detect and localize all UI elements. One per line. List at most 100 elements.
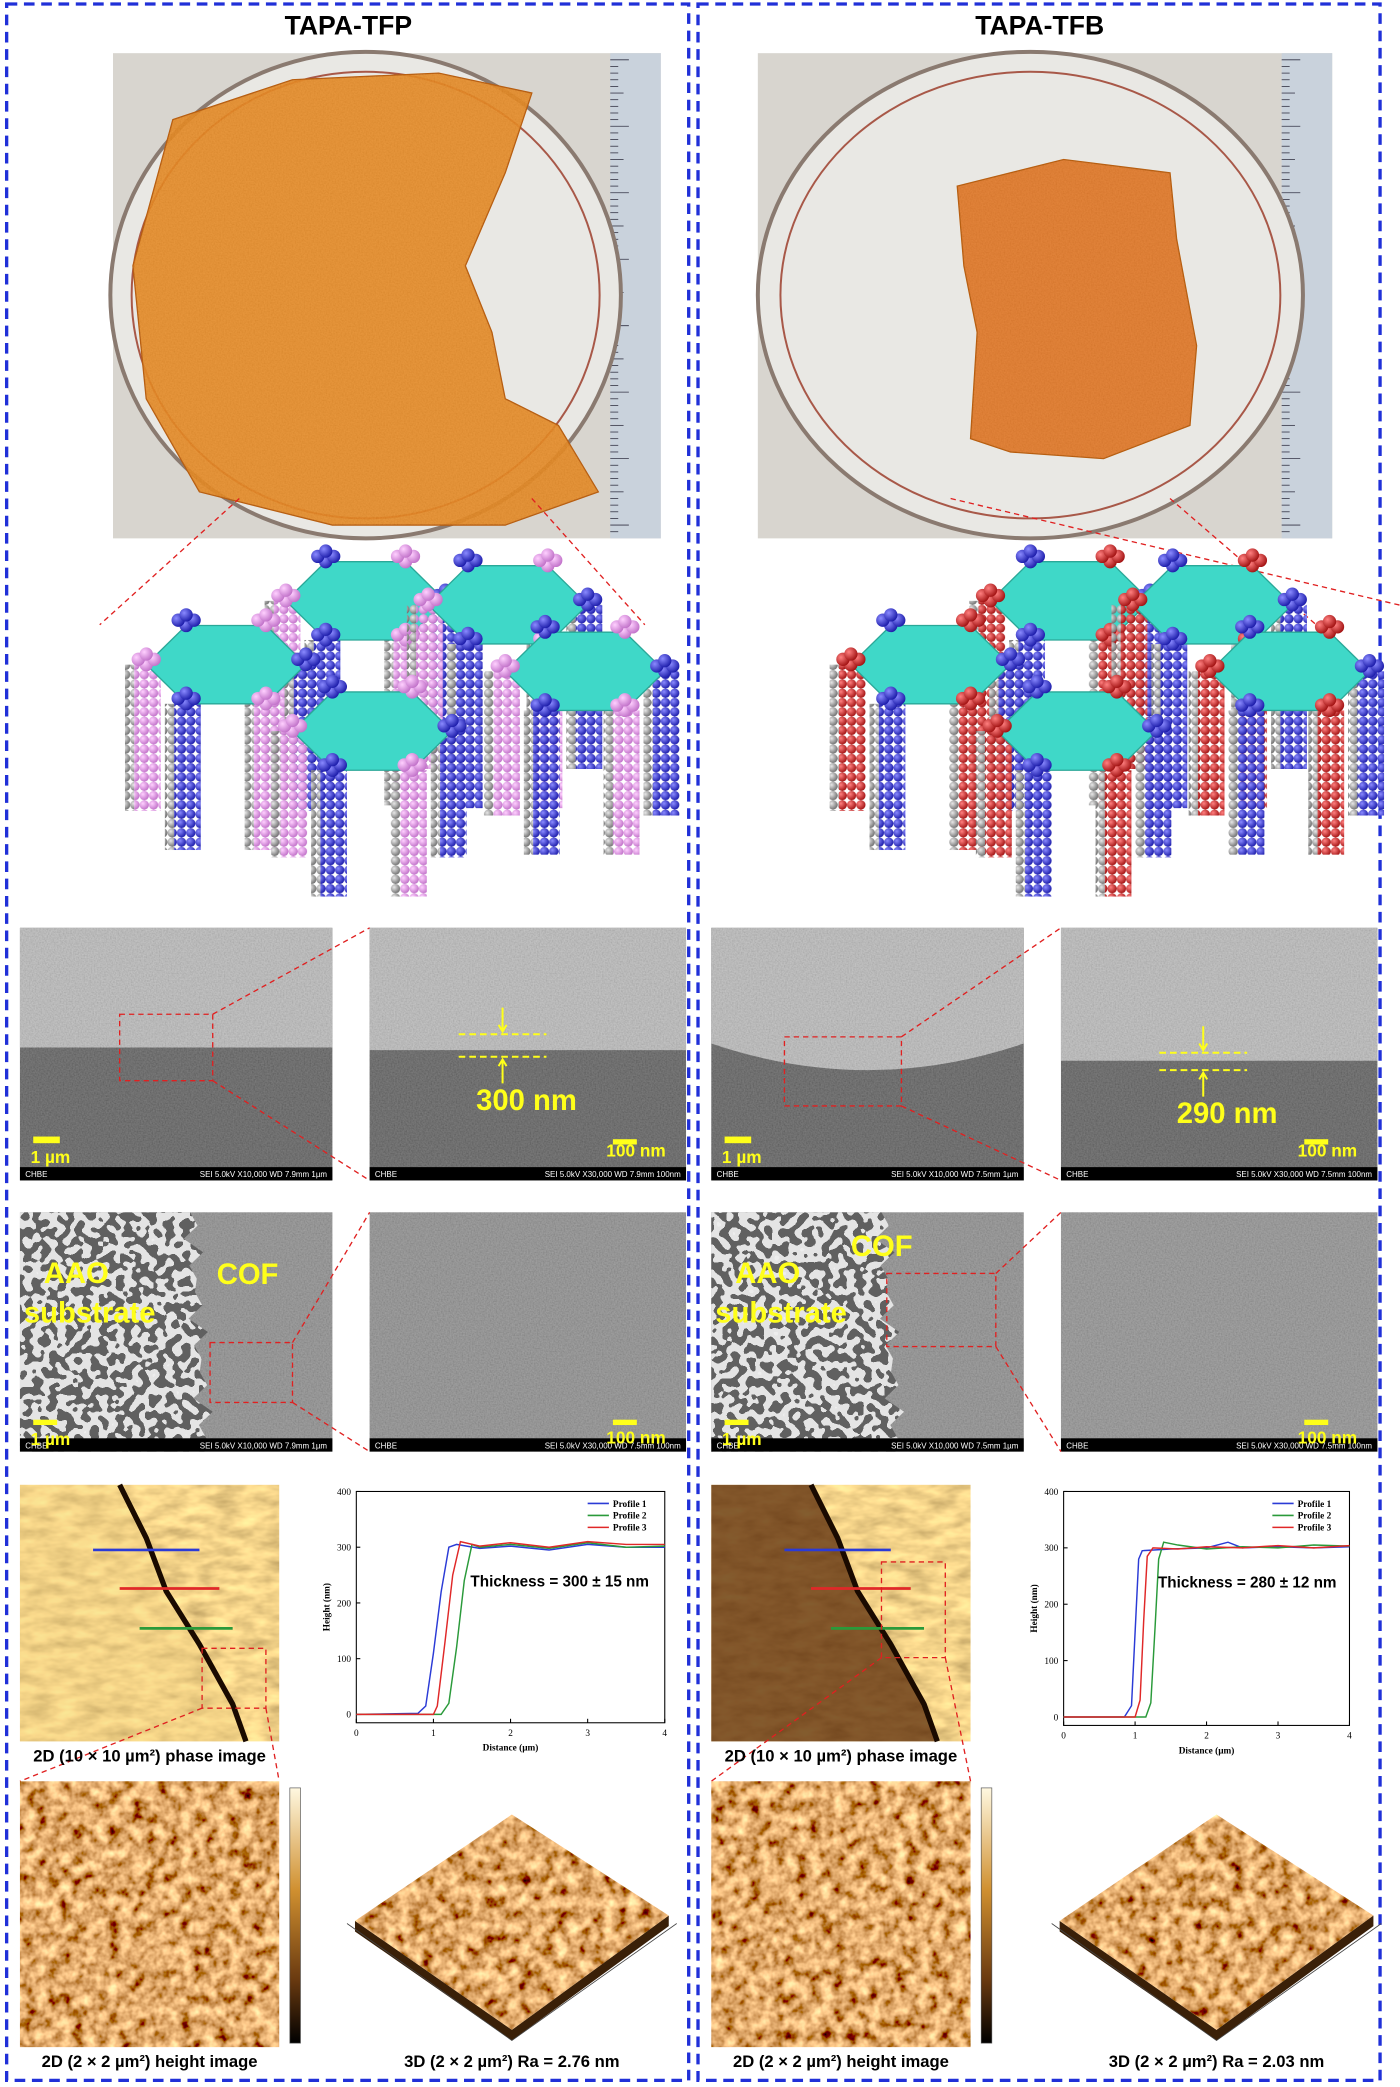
zoom-line [265,1708,280,1782]
scale-bar [33,1419,58,1426]
zoom-line [212,927,370,1015]
sem-info-bar [369,1167,687,1181]
caption: 2D (2 × 2 µm²) height image [733,2052,949,2071]
y-tick-label: 200 [1044,1601,1058,1611]
node-atom [139,647,153,661]
sem-grain [1060,1212,1378,1452]
pore-wall-gray [829,664,839,811]
pore-wall [652,671,680,816]
y-tick-label: 100 [1044,1657,1058,1667]
pore-wall-gray [1135,731,1145,858]
scale-bar [612,1139,637,1145]
node-atom [1103,544,1117,558]
node-atom [179,608,193,622]
node-atom [1030,752,1044,767]
pore-wall-gray [1015,770,1026,897]
thickness-arrow [497,1007,508,1084]
afm-height [19,1781,280,2048]
sem-info: CHBE [375,1170,397,1179]
node-atom [538,693,552,707]
node-atom [618,693,632,707]
afm-edge [808,1483,940,1743]
node-atom [259,608,273,622]
pore-wall-gray [271,731,281,858]
sem-grain [369,927,687,1181]
sem-info: SEI 5.0kV X10,000 WD 7.5mm 1µm [891,1441,1019,1450]
substrate-label: AAO [44,1258,109,1290]
node-atom [1243,693,1257,707]
node-atom [990,713,1004,728]
zoom-box [209,1341,294,1404]
scale-label: 1 µm [722,1147,762,1167]
zoom-line [710,1657,882,1782]
x-tick-label: 1 [431,1729,436,1739]
pore-wall [1317,710,1345,855]
profile-curve [1063,1544,1350,1718]
afm-phase [19,1484,280,1742]
x-tick-label: 2 [1204,1732,1209,1742]
pore-wall [1357,671,1385,816]
afm-edge [117,1483,249,1743]
node-atom [299,647,313,661]
pore-wall-gray [1095,770,1105,897]
x-axis-label: Distance (µm) [483,1743,539,1754]
node-atom [325,674,340,688]
afm-3d-axis [1051,1923,1382,2041]
legend-label: Profile 2 [1298,1512,1332,1522]
scale-label: 1 µm [31,1147,71,1167]
annotation: Thickness = 280 ± 12 nm [1158,1574,1337,1591]
pore-wall [440,731,467,858]
legend-label: Profile 2 [613,1512,647,1522]
node-atom [1110,674,1124,688]
cof-label: COF [851,1231,913,1263]
node-atom [405,752,419,767]
caption: 3D (2 × 2 µm²) Ra = 2.76 nm [404,2052,619,2071]
sem-info: CHBE [717,1441,739,1450]
x-tick-label: 2 [508,1729,513,1739]
node-atom [1203,654,1217,668]
pore-wall-gray [1308,710,1318,855]
zoom-line [99,497,240,626]
node-atom [1243,614,1257,629]
y-tick-label: 0 [346,1711,351,1721]
y-tick-label: 200 [337,1599,351,1609]
node-atom [1023,544,1038,558]
sem-info-bar [1060,1438,1378,1452]
node-atom [1126,587,1140,601]
plot-frame [1063,1490,1351,1726]
pore-wall [280,731,308,858]
zoom-line [901,927,1062,1038]
zoom-box [783,1036,903,1107]
afm-region [19,1484,246,1742]
scale-label: 100 nm [606,1428,666,1448]
pore-wall-gray [1228,710,1238,855]
cof-label: COF [217,1259,279,1291]
node-atom [259,686,273,700]
aao-substrate [19,1212,213,1452]
sem-info: CHBE [25,1170,47,1179]
node-atom [658,654,672,668]
scale-bar [1304,1419,1329,1426]
caption: 3D (2 × 2 µm²) Ra = 2.03 nm [1109,2052,1324,2071]
node-atom [1003,647,1018,661]
colorbar [289,1787,301,2044]
zoom-line [950,497,1400,606]
node-atom [1030,674,1044,688]
node-atom [1023,622,1038,636]
node-atom [179,686,193,700]
pore-wall-gray [483,671,494,816]
y-tick-label: 0 [1054,1713,1059,1723]
node-atom [1362,654,1377,668]
sem-info: CHBE [375,1441,397,1450]
sem-info: SEI 5.0kV X30,000 WD 7.5mm 100nm [545,1441,681,1450]
y-tick-label: 300 [1044,1544,1058,1554]
x-tick-label: 0 [1061,1732,1066,1742]
node-atom [498,654,512,668]
substrate-label: substrate [24,1298,156,1330]
node-atom [461,548,475,562]
sem-info-bar [19,1167,333,1181]
sem-info: CHBE [1066,1441,1088,1450]
pore-wall-gray [643,671,653,816]
pore-wall-gray [949,703,959,851]
